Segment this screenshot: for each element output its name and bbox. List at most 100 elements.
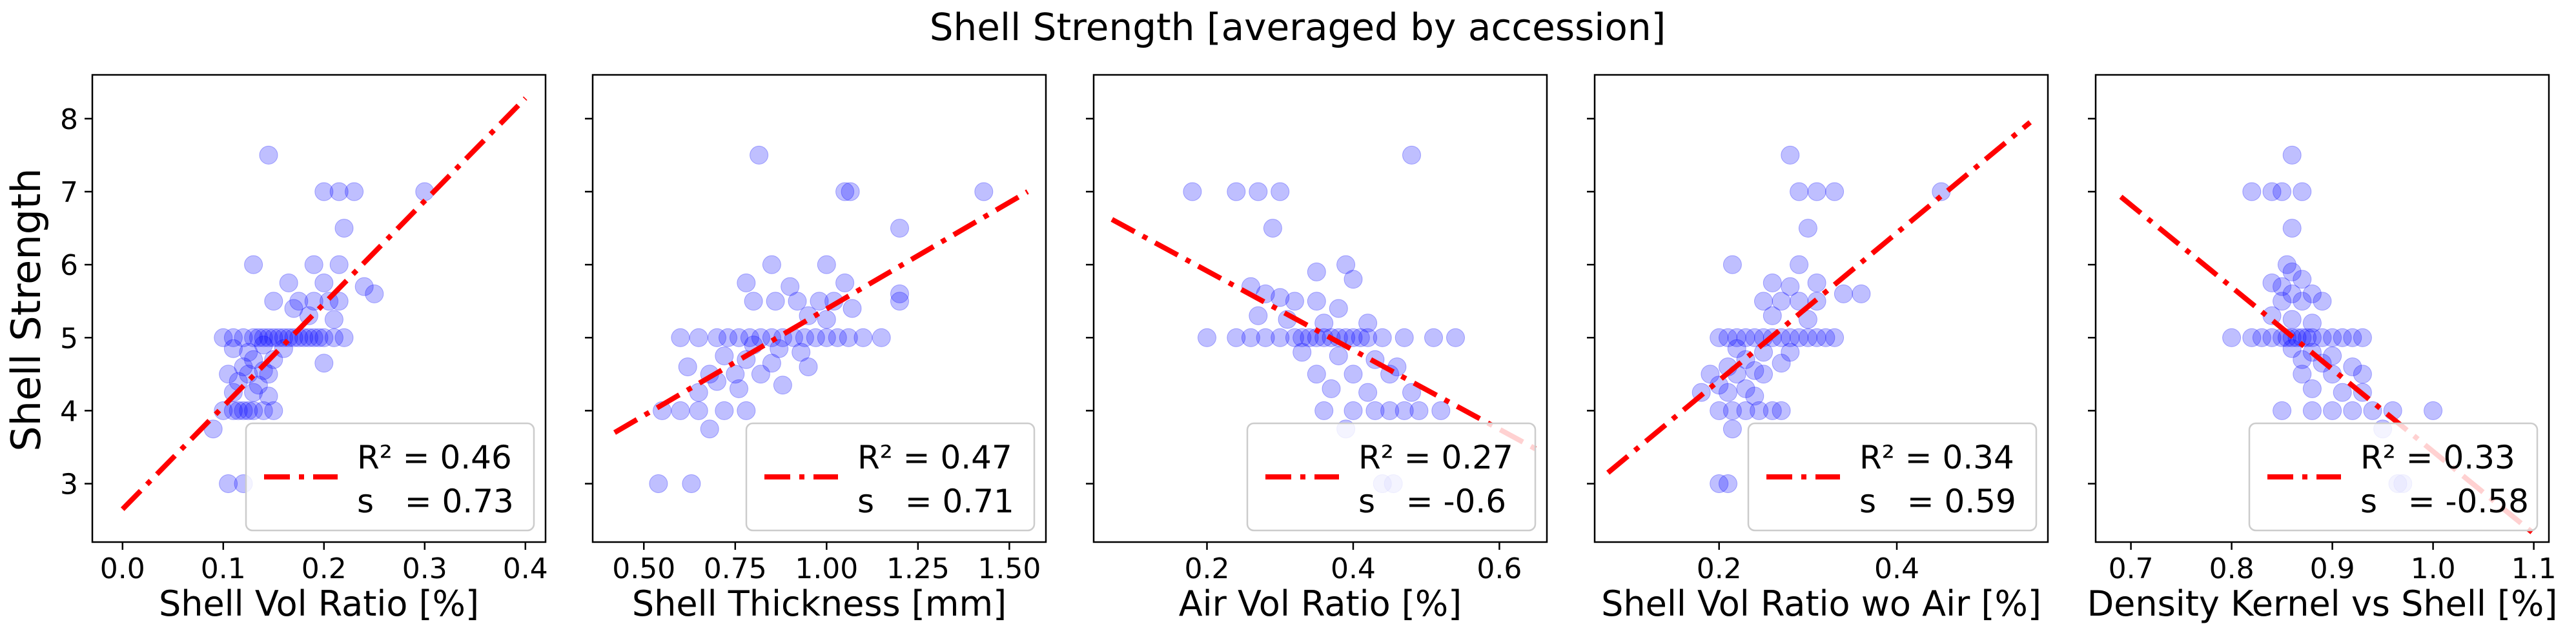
scatter-point [354, 277, 374, 296]
regression-line [613, 189, 1029, 435]
scatter-point [839, 328, 858, 347]
scatter-point [770, 339, 789, 358]
scatter-point [329, 182, 349, 201]
scatter-point [890, 292, 909, 311]
scatter-point [1790, 292, 1809, 311]
scatter-point [1722, 419, 1742, 439]
scatter-point [740, 328, 759, 347]
scatter-point [2313, 292, 2332, 311]
scatter-point [2353, 328, 2372, 347]
scatter-point [715, 401, 734, 420]
scatter-point [234, 358, 253, 376]
scatter-point [773, 376, 792, 395]
scatter-point [264, 401, 283, 420]
x-axis-label: Air Vol Ratio [%] [1179, 583, 1462, 624]
scatter-point [1781, 277, 1800, 296]
x-tick-label: 1.0 [2411, 552, 2456, 585]
scatter-point [762, 328, 781, 347]
scatter-point [254, 336, 273, 355]
scatter-point [1249, 306, 1268, 325]
scatter-point [841, 182, 860, 201]
scatter-point [1781, 343, 1800, 362]
legend-r2-label: R² = 0.46 [357, 439, 512, 476]
scatter-point [2277, 255, 2296, 274]
scatter-point [1816, 328, 1835, 347]
regression-line [1606, 120, 2032, 475]
scatter-point [1307, 292, 1326, 311]
y-tick-label: 3 [60, 469, 78, 501]
scatter-point [1798, 219, 1817, 238]
legend-r2-label: R² = 0.34 [1859, 439, 2014, 476]
scatter-point [762, 255, 781, 274]
scatter-point [314, 273, 334, 292]
scatter-point [1790, 255, 1809, 274]
legend-s-label: s = 0.73 [357, 483, 514, 520]
scatter-point [781, 277, 800, 296]
axes-frame [1092, 74, 1548, 543]
scatter-point [334, 219, 354, 238]
scatter-point [1790, 182, 1809, 201]
scatter-point [1227, 182, 1246, 201]
scatter-point [1314, 314, 1334, 333]
scatter-point [1745, 361, 1764, 380]
scatter-point [1431, 401, 1451, 420]
scatter-point [223, 339, 243, 358]
scatter-point [314, 182, 334, 201]
scatter-point [1798, 328, 1817, 347]
scatter-point [1798, 310, 1817, 329]
scatter-point [1227, 328, 1246, 347]
scatter-point [1336, 255, 1356, 274]
scatter-point [304, 292, 323, 311]
legend-s-label: s = 0.71 [857, 483, 1014, 520]
scatter-point [264, 292, 283, 311]
scatter-point [234, 328, 253, 347]
legend-s-label: s = 0.59 [1859, 483, 2016, 520]
scatter-point [2302, 284, 2322, 303]
scatter-point [2242, 328, 2262, 347]
scatter-point [1852, 284, 1871, 303]
scatter-point [1285, 328, 1304, 347]
legend-s-label: s = -0.6 [1358, 483, 1506, 520]
scatter-point [239, 401, 258, 420]
x-tick-label: 1.50 [977, 552, 1041, 585]
scatter-point [649, 474, 668, 493]
scatter-point [1198, 328, 1216, 347]
scatter-point [324, 328, 343, 347]
x-tick-label: 0.4 [1874, 552, 1919, 585]
scatter-point [2293, 292, 2312, 311]
scatter-point [249, 328, 268, 347]
scatter-point [1750, 401, 1769, 420]
scatter-point [1763, 401, 1782, 420]
scatter-point [1790, 328, 1809, 347]
scatter-point [2424, 401, 2443, 420]
scatter-point [1344, 365, 1363, 384]
scatter-point [254, 361, 273, 380]
scatter-point [304, 328, 323, 347]
scatter-point [259, 328, 278, 347]
scatter-point [244, 383, 263, 402]
scatter-point [244, 328, 263, 347]
scatter-point [1772, 292, 1791, 311]
scatter-point [806, 328, 825, 347]
scatter-point [1781, 328, 1800, 347]
scatter-point [254, 328, 273, 347]
scatter-point [2302, 401, 2322, 420]
scatter-point [279, 273, 298, 292]
scatter-point [294, 328, 314, 347]
scatter-point [788, 292, 807, 311]
scatter-point [1263, 219, 1282, 238]
scatter-point [1322, 379, 1341, 398]
scatter-point [2293, 365, 2312, 384]
scatter-point [1745, 387, 1764, 406]
scatter-point [799, 358, 818, 376]
scatter-point [289, 292, 309, 311]
x-tick-label: 0.8 [2209, 552, 2254, 585]
x-axis-label: Density Kernel vs Shell [%] [2087, 583, 2558, 624]
scatter-point [239, 343, 258, 362]
scatter-point [2282, 310, 2302, 329]
legend-r2-label: R² = 0.47 [857, 439, 1012, 476]
scatter-point [2222, 328, 2242, 347]
scatter-point [223, 401, 243, 420]
